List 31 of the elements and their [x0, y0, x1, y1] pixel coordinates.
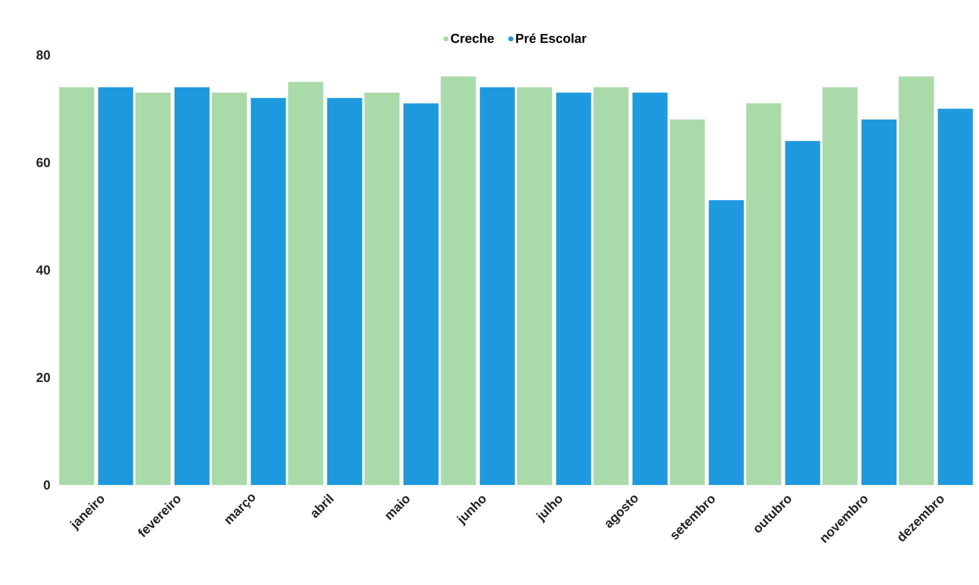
bar: [174, 87, 210, 485]
bar: [364, 92, 400, 485]
bar: [670, 120, 705, 485]
legend-label: Pré Escolar: [516, 33, 586, 43]
bar: [136, 92, 170, 485]
y-tick-label: 40: [36, 265, 50, 275]
bar: [250, 98, 286, 485]
y-tick-label: 20: [36, 372, 50, 382]
y-tick-label: 0: [44, 480, 50, 490]
bar: [898, 76, 934, 485]
legend-label: Creche: [450, 33, 494, 43]
bar: [785, 141, 820, 485]
bar: [212, 92, 247, 485]
bar: [98, 87, 134, 485]
bar: [822, 87, 858, 485]
bar: [480, 87, 515, 485]
y-tick-label: 80: [36, 50, 50, 60]
bar: [440, 76, 476, 485]
bar: [404, 103, 439, 485]
bar: [517, 87, 552, 485]
bar: [327, 98, 362, 485]
bar: [862, 120, 897, 485]
bar: [708, 200, 744, 485]
bar: [556, 92, 592, 485]
bar: [59, 87, 94, 485]
bar: [594, 87, 629, 485]
bar: [632, 92, 668, 485]
bar: [288, 82, 324, 485]
bar: [938, 108, 973, 485]
bar: [746, 103, 782, 485]
y-tick-label: 60: [36, 158, 50, 168]
